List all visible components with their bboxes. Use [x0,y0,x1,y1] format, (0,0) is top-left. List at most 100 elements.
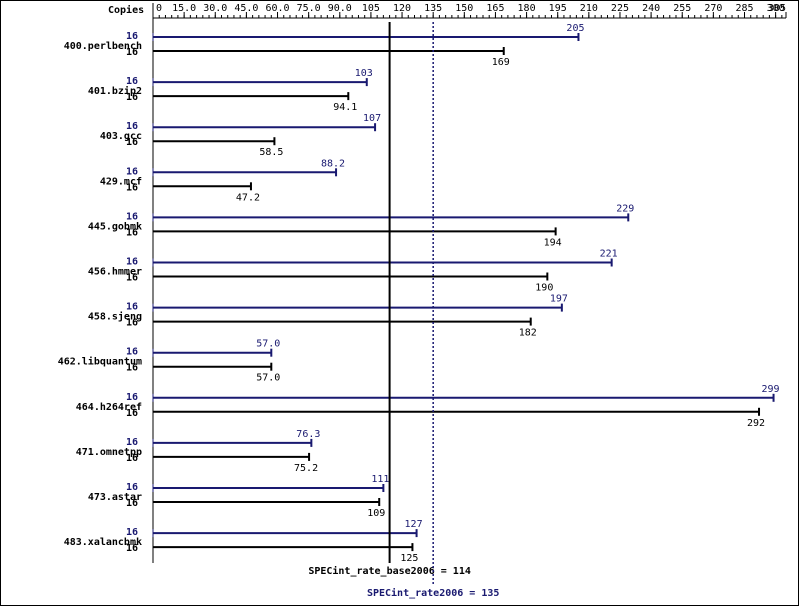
base-value-label: 169 [492,57,510,68]
base-value-label: 109 [367,508,385,519]
base-mean-label: SPECint_rate_base2006 = 114 [308,565,471,577]
x-tick-label: 0 [156,3,162,14]
benchmark-rows: 400.perlbench1616205169401.bzip216161039… [58,23,780,564]
peak-value-label: 127 [405,519,423,530]
peak-copies-label: 16 [126,392,138,403]
peak-value-label: 197 [550,294,568,305]
peak-copies-label: 16 [126,166,138,177]
x-tick-label: 90.0 [328,3,352,14]
x-tick-label: 135 [424,3,442,14]
base-value-label: 57.0 [256,373,280,384]
benchmark-label: 445.gobmk [88,221,142,232]
x-tick-label: 195 [549,3,567,14]
benchmark-label: 458.sjeng [88,311,142,323]
peak-value-label: 103 [355,68,373,79]
x-tick-label: 240 [642,3,660,14]
benchmark-label: 456.hmmer [88,267,142,278]
base-value-label: 292 [747,418,765,429]
x-tick-label: 75.0 [297,3,321,14]
peak-copies-label: 16 [126,482,138,493]
x-tick-label: 165 [486,3,504,14]
base-copies-label: 16 [126,137,138,148]
benchmark-label: 403.gcc [100,131,142,142]
peak-mean-label: SPECint_rate2006 = 135 [367,587,499,599]
x-tick-label: 225 [611,3,629,14]
x-tick-label: 120 [393,3,411,14]
x-tick-label: 305 [768,3,786,14]
base-copies-label: 16 [126,453,138,464]
base-copies-label: 16 [126,408,138,419]
x-tick-label: 300 [767,3,785,14]
x-tick-label: 255 [673,3,691,14]
peak-value-label: 57.0 [256,339,280,350]
benchmark-label: 471.omnetpp [76,447,142,458]
benchmark-label: 473.astar [88,492,142,503]
base-value-label: 94.1 [333,102,357,113]
peak-value-label: 107 [363,113,381,124]
base-value-label: 75.2 [294,463,318,474]
base-copies-label: 16 [126,47,138,58]
peak-copies-label: 16 [126,257,138,268]
base-value-label: 194 [544,237,562,248]
x-tick-label: 15.0 [172,3,196,14]
base-copies-label: 16 [126,543,138,554]
x-tick-label: 180 [518,3,536,14]
base-copies-label: 16 [126,318,138,329]
peak-value-label: 205 [566,23,584,34]
x-tick-label: 150 [455,3,473,14]
x-tick-label: 270 [704,3,722,14]
x-axis: Copies 0 15.0 30.0 45.0 60.0 75.0 90.0 105 120 135… [108,3,787,563]
peak-copies-label: 16 [126,121,138,132]
x-tick-label: 285 [735,3,753,14]
base-value-label: 125 [400,553,418,564]
peak-copies-label: 16 [126,527,138,538]
base-value-label: 47.2 [236,192,260,203]
benchmark-label: 400.perlbench [64,41,142,52]
peak-copies-label: 16 [126,31,138,42]
x-tick-label: 30.0 [203,3,227,14]
benchmark-label: 464.h264ref [76,402,142,413]
x-tick-label: 60.0 [265,3,289,14]
base-value-label: 182 [519,328,537,339]
base-copies-label: 16 [126,92,138,103]
base-copies-label: 16 [126,227,138,238]
peak-copies-label: 16 [126,347,138,358]
base-copies-label: 16 [126,182,138,193]
benchmark-label: 429.mcf [100,176,142,187]
peak-value-label: 88.2 [321,158,345,169]
base-copies-label: 16 [126,273,138,284]
benchmark-label: 401.bzip2 [88,85,142,97]
peak-value-label: 76.3 [296,429,320,440]
reference-lines: SPECint_rate_base2006 = 114 SPECint_rate2… [308,22,499,599]
peak-value-label: 111 [371,474,389,485]
peak-copies-label: 16 [126,302,138,313]
peak-value-label: 299 [762,384,780,395]
peak-value-label: 229 [616,203,634,214]
base-copies-label: 16 [126,363,138,374]
base-copies-label: 16 [126,498,138,509]
base-value-label: 190 [535,283,553,294]
x-tick-label: 45.0 [234,3,258,14]
x-tick-label: 105 [362,3,380,14]
copies-header: Copies [108,4,144,16]
base-value-label: 58.5 [259,147,283,158]
peak-copies-label: 16 [126,211,138,222]
benchmark-label: 483.xalancbmk [64,537,142,548]
peak-copies-label: 16 [126,437,138,448]
peak-value-label: 221 [600,249,618,260]
benchmark-label: 462.libquantum [58,356,142,368]
x-tick-label: 210 [580,3,598,14]
